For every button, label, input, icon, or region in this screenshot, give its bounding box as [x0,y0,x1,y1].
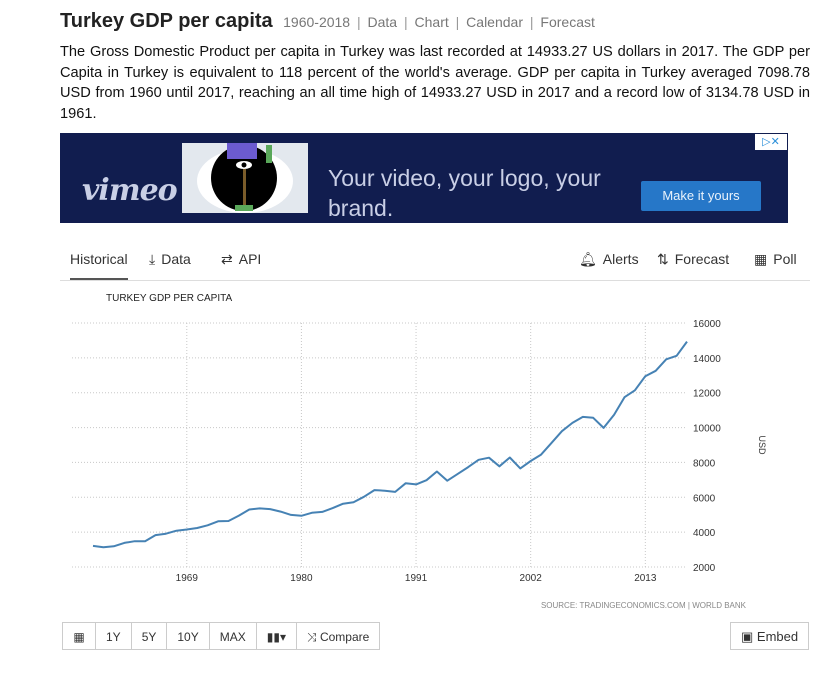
chart-toolbar: ▦ 1Y 5Y 10Y MAX ▮▮▾ ⤨ Compare [62,622,381,652]
range-1y-button[interactable]: 1Y [96,622,132,650]
tab-alerts[interactable]: 🔔︎ Alerts [579,242,639,278]
y-axis-label: USD [757,435,767,455]
chart-title: TURKEY GDP PER CAPITA [106,293,233,304]
grid-icon: ▦ [754,251,768,267]
page-title: Turkey GDP per capita [60,10,273,32]
y-tick-label: 10000 [693,424,721,435]
chart-type-button[interactable]: ▮▮▾ [256,622,297,650]
embed-button[interactable]: ▣ Embed [730,622,810,650]
range-max-button[interactable]: MAX [209,622,257,650]
y-tick-label: 8000 [693,458,716,469]
bar-chart-icon: ▮▮▾ [266,630,286,644]
y-tick-label: 4000 [693,528,716,539]
tab-alerts-label: Alerts [602,251,639,267]
tab-data-label: Data [161,251,191,267]
tab-historical[interactable]: Historical [70,242,128,280]
line-chart: 2000 4000 6000 8000 10000 12000 14000 16000 1969… [72,319,767,584]
embed-label: Embed [756,629,799,644]
tab-api-label: API [238,251,262,267]
data-link[interactable]: Data [367,14,398,30]
x-tick-label: 2002 [520,573,543,584]
range-10y-button[interactable]: 10Y [167,622,210,650]
tab-forecast-label: Forecast [674,251,730,267]
chart-source: SOURCE: TRADINGECONOMICS.COM | WORLD BAN… [540,601,746,610]
calendar-icon: ▦ [73,630,85,644]
page-header: Turkey GDP per capita 1960-2018 | Data |… [60,10,595,33]
description-text: The Gross Domestic Product per capita in… [60,44,810,122]
y-tick-label: 14000 [693,354,721,365]
series-line [92,341,688,549]
x-tick-label: 1969 [176,573,199,584]
forecast-link[interactable]: Forecast [540,14,595,30]
shuffle-icon: ⤨ [306,630,317,644]
swap-icon: ⇄ [221,251,233,267]
years-label: 1960-2018 [283,14,351,30]
make-it-yours-button[interactable]: Make it yours [641,181,761,211]
chart-container: TURKEY GDP PER CAPITA 2000 4000 6000 8000 10… [60,282,810,620]
ad-video-thumbnail [182,143,308,213]
image-icon: ▣ [741,629,754,644]
x-tick-label: 1980 [290,573,313,584]
ad-banner[interactable]: vimeo Your video, your logo, your brand.… [60,133,788,223]
x-tick-label: 1991 [405,573,428,584]
sort-icon: ⇅ [657,251,669,267]
tab-api[interactable]: ⇄ API [221,242,261,278]
bell-icon: 🔔︎ [579,251,597,267]
tab-data[interactable]: ⤓ Data [149,242,191,278]
x-tick-label: 2013 [634,573,657,584]
chart-tabs: Historical ⤓ Data ⇄ API 🔔︎ Alerts ⇅ Forecast… [60,242,810,281]
compare-label: Compare [319,630,370,644]
calendar-button[interactable]: ▦ [62,622,96,650]
tab-poll[interactable]: ▦ Poll [754,242,797,278]
ad-headline: Your video, your logo, your brand. [328,165,601,221]
vimeo-logo: vimeo [82,173,178,208]
y-tick-label: 2000 [693,563,716,574]
y-tick-label: 16000 [693,319,721,330]
compare-button[interactable]: ⤨ Compare [296,622,381,650]
tab-forecast[interactable]: ⇅ Forecast [657,242,729,278]
range-5y-button[interactable]: 5Y [131,622,168,650]
y-tick-label: 12000 [693,389,721,400]
y-tick-label: 6000 [693,493,716,504]
download-icon: ⤓ [149,251,156,267]
tab-historical-label: Historical [70,251,128,267]
chart-link[interactable]: Chart [414,14,449,30]
adchoices-icon[interactable]: ▷✕ [755,134,787,150]
header-subnav: 1960-2018 | Data | Chart | Calendar | Fo… [283,14,595,30]
calendar-link[interactable]: Calendar [466,14,523,30]
tab-poll-label: Poll [773,251,797,267]
